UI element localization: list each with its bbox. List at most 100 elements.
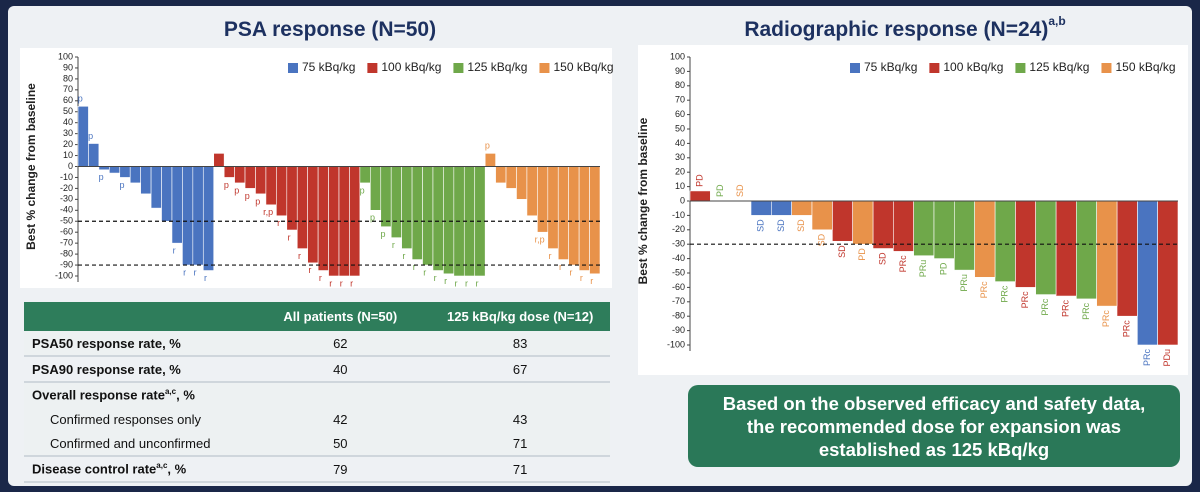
bar	[537, 166, 549, 233]
bar-label: SD	[837, 245, 847, 258]
bar	[77, 105, 89, 167]
y-tick-label: -80	[672, 311, 685, 321]
table-subrow: Confirmed and unconfirmed 50 71	[24, 431, 610, 457]
table-value: 67	[430, 356, 610, 383]
legend-swatch	[1101, 63, 1112, 73]
y-tick-label: -40	[60, 205, 73, 215]
callout-line: the recommended dose for expansion was	[746, 415, 1122, 437]
y-tick-label: 10	[63, 150, 73, 160]
y-tick-label: -50	[60, 216, 73, 226]
bar-label: r	[277, 218, 280, 228]
y-tick-label: 70	[63, 84, 73, 94]
table-value: 42	[250, 407, 431, 431]
header-cell: All patients (N=50)	[250, 302, 431, 331]
callout-line: Based on the observed efficacy and safet…	[722, 392, 1146, 414]
bar-label: r	[423, 267, 426, 277]
bar	[119, 166, 131, 178]
bar	[202, 166, 215, 271]
bar	[223, 166, 235, 178]
y-tick-label: 20	[675, 167, 685, 177]
table-header: All patients (N=50) 125 kBq/kg dose (N=1…	[24, 302, 610, 331]
bar-label: p	[99, 172, 104, 182]
bar	[443, 166, 455, 275]
y-tick-label: -70	[60, 238, 73, 248]
bar	[129, 166, 141, 184]
y-tick-label: 90	[63, 62, 73, 72]
bar	[994, 200, 1016, 282]
bar-label: PRc	[979, 281, 989, 299]
table-row: PSA50 response rate, % 62 83	[24, 331, 610, 357]
y-tick-label: -30	[60, 194, 73, 204]
row-label: PSA50 response rate, %	[24, 331, 251, 357]
bar-label: r	[340, 278, 343, 288]
bar-label: r	[402, 251, 405, 261]
y-tick-label: -40	[672, 253, 685, 263]
bar	[161, 166, 173, 222]
bar-label: r,p	[535, 235, 545, 245]
y-tick-label: -10	[672, 210, 685, 220]
row-label-suffix: , %	[176, 387, 195, 403]
y-tick-label: 0	[68, 161, 73, 171]
bar	[307, 166, 319, 264]
bar-label: PRc	[1101, 310, 1111, 328]
legend-swatch	[1015, 63, 1026, 73]
y-tick-label: -20	[60, 183, 73, 193]
table-value: 40	[250, 356, 431, 383]
legend-swatch	[367, 63, 378, 73]
y-tick-label: 0	[680, 195, 685, 205]
table-row: Overall response ratea,c, %	[24, 382, 610, 407]
bar-label: r	[173, 246, 176, 256]
y-tick-label: 20	[63, 139, 73, 149]
bar	[578, 166, 590, 271]
bar-label: r	[549, 251, 552, 261]
bar-label: p	[234, 185, 239, 195]
bar-label: SD	[756, 219, 766, 232]
bar-label: SD	[878, 252, 888, 265]
bar-label: PDu	[1162, 349, 1172, 367]
y-tick-label: 10	[675, 181, 685, 191]
bar-label: r	[204, 273, 207, 283]
bar-label: p	[119, 180, 124, 190]
y-axis-label: Best % change from baseline	[636, 117, 650, 284]
bar	[276, 166, 288, 217]
bar-label: r	[329, 278, 332, 288]
bar	[317, 166, 329, 271]
bar-label: r	[444, 276, 447, 286]
bar-label: r	[319, 273, 322, 283]
bar	[265, 166, 277, 206]
chart-title: Radiographic response (N=24)a,b	[744, 14, 1065, 40]
table-row: Disease control ratea,c, % 79 71	[24, 456, 610, 483]
bar-label: r	[455, 278, 458, 288]
y-tick-label: 50	[63, 106, 73, 116]
bar-label: PRc	[1122, 320, 1132, 338]
callout-line: established as 125 kBq/kg	[818, 438, 1050, 460]
bar-label: r	[308, 265, 311, 275]
bar	[526, 166, 538, 217]
bar	[370, 166, 382, 211]
bar	[505, 166, 517, 189]
empty-cell	[250, 382, 431, 407]
bar	[255, 166, 267, 195]
bar	[933, 200, 955, 259]
bar	[547, 166, 559, 249]
bar-label: r	[350, 278, 353, 288]
bar	[234, 166, 246, 184]
y-tick-label: -70	[672, 296, 685, 306]
bar-label: SD	[735, 184, 745, 197]
bar-label: PRu	[918, 260, 928, 278]
y-tick-label: 40	[675, 138, 685, 148]
legend-label: 100 kBq/kg	[943, 60, 1003, 74]
legend-label: 150 kBq/kg	[553, 60, 613, 74]
bar	[832, 200, 853, 242]
title-text: Radiographic response (N=24)	[744, 18, 1048, 41]
bar-label: PRc	[1081, 302, 1091, 320]
bar	[1076, 200, 1097, 300]
table-value: 71	[430, 431, 610, 457]
legend-label: 100 kBq/kg	[381, 60, 441, 74]
bar-label: PD	[695, 174, 705, 187]
bar-label: r	[569, 267, 572, 277]
row-label: Disease control ratea,c, %	[24, 456, 251, 483]
bar	[954, 200, 975, 271]
legend-swatch	[850, 63, 860, 73]
bar	[432, 166, 444, 271]
